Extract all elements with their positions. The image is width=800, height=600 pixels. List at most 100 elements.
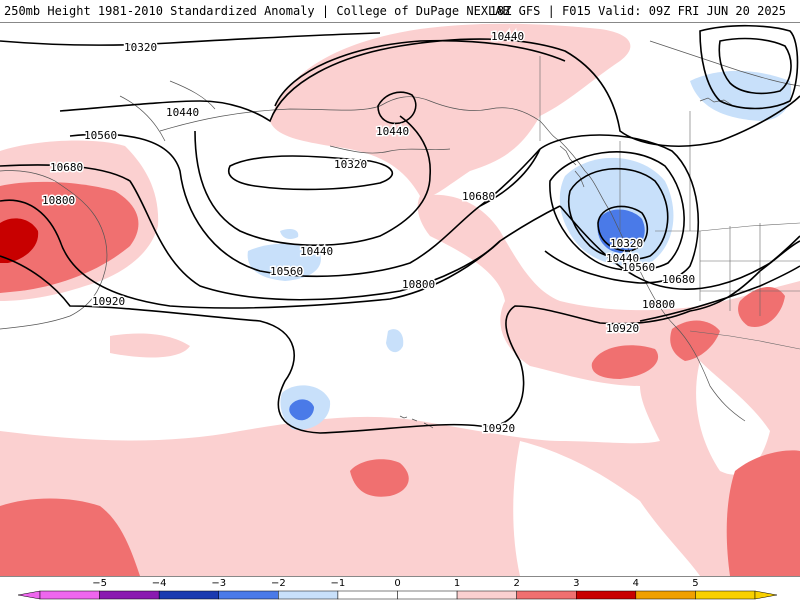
anomaly-area-neg1-small xyxy=(386,329,404,353)
contour-10920-east xyxy=(639,265,800,322)
colorbar-tick-label: −2 xyxy=(271,578,286,589)
colorbar: −5 −4 −3 −2 −1 0 1 2 3 4 5 xyxy=(17,578,778,600)
contour-label: 10920 xyxy=(606,322,639,335)
coastlines xyxy=(0,40,800,429)
colorbar-tick-label: 1 xyxy=(454,578,460,589)
contour-label: 10800 xyxy=(642,298,675,311)
contour-label: 10440 xyxy=(376,125,409,138)
strong-negative-shading xyxy=(289,209,645,421)
contour-bc-low-10680 xyxy=(539,134,700,284)
neutral-area-1 xyxy=(513,441,700,576)
contour-label: 10560 xyxy=(270,265,303,278)
anomaly-area-pos2-baja xyxy=(591,345,659,379)
map-canvas: 10320 10440 10560 10680 10800 10920 1044… xyxy=(0,23,800,576)
contour-label: 10320 xyxy=(334,158,367,171)
height-contours xyxy=(0,24,800,434)
contour-10440-mid xyxy=(194,115,431,247)
neutral-area-2 xyxy=(696,361,770,475)
colorbar-tick-label: 5 xyxy=(692,578,698,589)
anomaly-area-pos3-siberia xyxy=(0,218,39,263)
contour-label: 10440 xyxy=(300,245,333,258)
contour-10440-north xyxy=(59,38,800,147)
colorbar-ticks: −5 −4 −3 −2 −1 0 1 2 3 4 5 xyxy=(92,578,698,589)
contour-10920-south xyxy=(0,240,800,434)
contour-arctic-low-2 xyxy=(718,37,792,95)
contour-10440-alaska xyxy=(274,39,566,107)
contour-10440-loop xyxy=(377,91,417,125)
contour-bc-low-10800 xyxy=(479,148,800,290)
anomaly-area-pos2-siberia xyxy=(0,181,139,293)
border-canada-provinces xyxy=(619,111,691,231)
anomaly-area-pos2-pacific xyxy=(350,459,409,497)
border-us-mexico xyxy=(689,330,800,350)
contour-label: 10320 xyxy=(124,41,157,54)
contour-label: 10440 xyxy=(491,30,524,43)
map-title: 250mb Height 1981-2010 Standardized Anom… xyxy=(4,4,510,18)
contour-label: 10800 xyxy=(42,194,75,207)
coastline-arctic xyxy=(649,40,800,106)
colorbar-tick-label: 4 xyxy=(633,578,639,589)
coastline-alaska xyxy=(159,96,611,212)
colorbar-segment xyxy=(218,590,279,600)
colorbar-segments xyxy=(17,590,778,600)
colorbar-tick-label: −1 xyxy=(331,578,346,589)
contour-10320-arctic xyxy=(0,32,381,46)
colorbar-segment xyxy=(39,590,100,600)
anomaly-area-pos2-se xyxy=(726,450,800,576)
colorbar-segment xyxy=(337,590,398,600)
border-us-canada xyxy=(655,222,800,232)
colorbar-segment xyxy=(397,590,458,600)
contour-10320-gulf xyxy=(228,155,394,191)
political-borders xyxy=(539,56,800,350)
coastline-kuriles xyxy=(119,80,216,142)
anomaly-area-neg2-central xyxy=(289,399,314,421)
anomaly-area-neg1-nw xyxy=(280,229,299,239)
map-panel: 10320 10440 10560 10680 10800 10920 1044… xyxy=(0,22,800,577)
contour-bc-low-inner xyxy=(597,205,649,252)
coastline-asia xyxy=(0,170,108,330)
colorbar-segment xyxy=(99,590,160,600)
run-info: 18Z GFS | F015 Valid: 09Z FRI JUN 20 202… xyxy=(489,4,786,18)
colorbar-segment xyxy=(456,590,517,600)
contour-bc-low-10440 xyxy=(567,167,669,261)
colorbar-tick-label: 0 xyxy=(394,578,400,589)
colorbar-segment xyxy=(695,590,756,600)
anomaly-area-pos2-sw xyxy=(0,498,140,576)
contour-bc-low-10560 xyxy=(549,151,685,272)
colorbar-tick-label: −5 xyxy=(92,578,107,589)
colorbar-arrow-left xyxy=(17,590,41,600)
colorbar-segment xyxy=(635,590,696,600)
colorbar-tick-label: −3 xyxy=(211,578,226,589)
contour-10800-mid xyxy=(0,199,501,309)
coastline-aleutians xyxy=(329,145,451,154)
header-bar: 250mb Height 1981-2010 Standardized Anom… xyxy=(0,0,800,22)
colorbar-tick-label: 3 xyxy=(573,578,579,589)
colorbar-segment xyxy=(516,590,577,600)
contour-label: 10440 xyxy=(166,106,199,119)
anomaly-area-pos1-islands xyxy=(110,333,190,358)
contour-arctic-low-1 xyxy=(699,24,799,110)
anomaly-area-pos1-alaska xyxy=(270,23,631,198)
contour-label: 10320 xyxy=(610,237,643,250)
anomaly-area-neg2-bc xyxy=(597,209,645,253)
strong-positive-shading xyxy=(0,181,800,576)
contour-labels: 10320 10440 10560 10680 10800 10920 1044… xyxy=(41,29,697,437)
colorbar-tick-label: 2 xyxy=(513,578,519,589)
colorbar-arrow-right xyxy=(754,590,778,600)
contour-label: 10680 xyxy=(50,161,83,174)
colorbar-segment xyxy=(158,590,220,600)
coastline-na-west xyxy=(609,210,746,422)
colorbar-tick-label: −4 xyxy=(152,578,167,589)
contour-label: 10680 xyxy=(462,190,495,203)
contour-label: 10920 xyxy=(92,295,125,308)
anomaly-area-pos2-mexico xyxy=(670,320,720,361)
contour-label: 10560 xyxy=(84,129,117,142)
anomaly-area-pos2-rockies xyxy=(738,286,785,327)
contour-label: 10560 xyxy=(622,261,655,274)
contour-label: 10440 xyxy=(606,252,639,265)
contour-label: 10800 xyxy=(402,278,435,291)
contour-label: 10920 xyxy=(482,422,515,435)
colorbar-segment xyxy=(278,590,339,600)
colorbar-segment xyxy=(576,590,637,600)
